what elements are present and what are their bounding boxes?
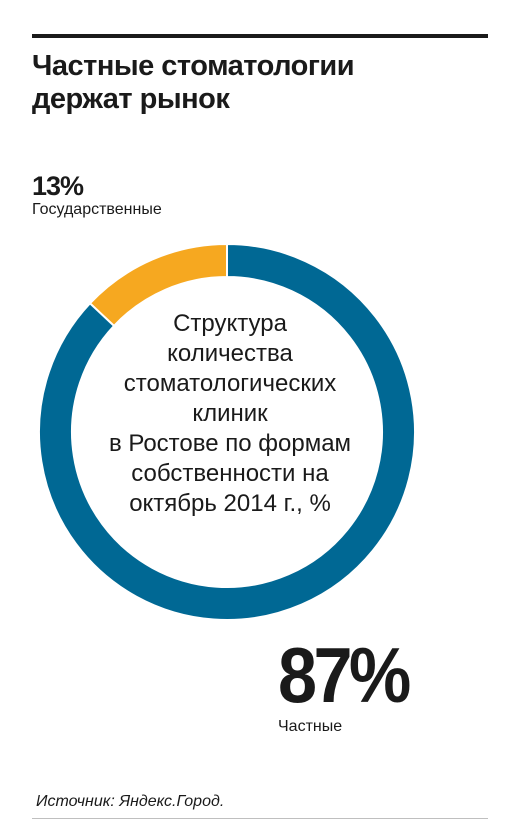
bottom-rule bbox=[32, 818, 488, 819]
donut-slice-private bbox=[38, 242, 416, 621]
caption-line: октябрь 2014 г., % bbox=[129, 490, 331, 517]
state-percent-label: 13% bbox=[32, 171, 84, 201]
donut-chart bbox=[38, 242, 416, 621]
state-slice-annotation: 13% Государственные bbox=[32, 172, 162, 220]
private-percent-label: 87% bbox=[278, 631, 411, 719]
state-category-label: Государственные bbox=[32, 201, 162, 218]
caption-line: в Ростове по формам bbox=[108, 430, 352, 457]
title-line-1: Частные стоматологии bbox=[32, 50, 355, 82]
top-rule bbox=[32, 34, 488, 38]
private-slice-annotation: 87% Частные bbox=[278, 631, 422, 737]
caption-line: собственности на bbox=[131, 460, 329, 487]
caption-line: количества bbox=[167, 340, 293, 367]
caption-line: Структура bbox=[173, 310, 287, 337]
title-line-2: держат рынок bbox=[32, 83, 230, 115]
caption-line: стоматологических bbox=[123, 370, 337, 397]
page-title: Частные стоматологии держат рынок bbox=[32, 50, 492, 116]
source-note: Источник: Яндекс.Город. bbox=[36, 793, 225, 810]
caption-line: клиник bbox=[192, 400, 268, 427]
chart-center-caption: Структура количества стоматологических к… bbox=[80, 309, 380, 519]
private-category-label: Частные bbox=[278, 718, 343, 735]
